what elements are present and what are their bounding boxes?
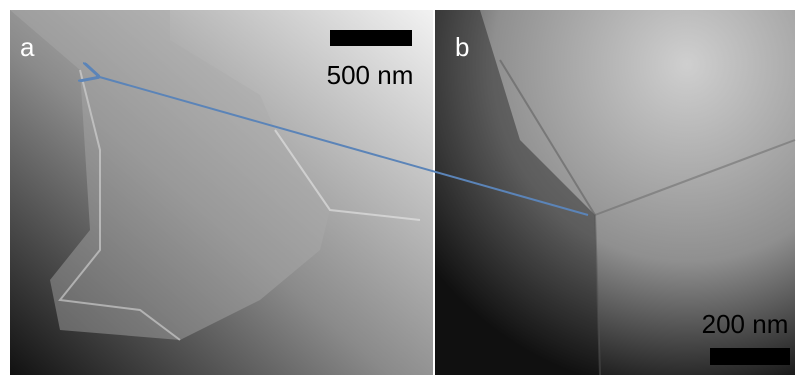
panel-label: a: [20, 32, 35, 62]
scale-bar: [710, 348, 790, 365]
panel-a: a 500 nm: [0, 0, 433, 375]
scale-bar: [330, 30, 412, 46]
figure: a 500 nm b 200 nm: [0, 0, 804, 385]
panel-label: b: [455, 32, 469, 62]
scale-bar-label: 200 nm: [702, 309, 789, 339]
scale-bar-label: 500 nm: [327, 60, 414, 90]
panel-b: b 200 nm: [435, 10, 795, 375]
